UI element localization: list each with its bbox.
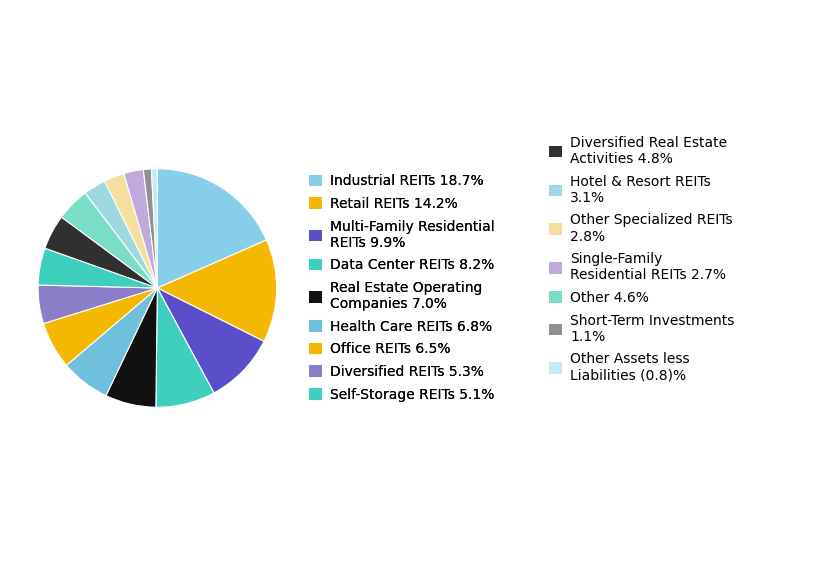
Wedge shape [85, 181, 157, 288]
Wedge shape [155, 288, 213, 407]
Wedge shape [124, 169, 157, 288]
Wedge shape [157, 169, 266, 288]
Wedge shape [61, 193, 157, 288]
Wedge shape [38, 285, 157, 324]
Wedge shape [151, 169, 157, 288]
Wedge shape [45, 217, 157, 288]
Wedge shape [143, 169, 157, 288]
Legend: Industrial REITs 18.7%, Retail REITs 14.2%, Multi-Family Residential
REITs 9.9%,: Industrial REITs 18.7%, Retail REITs 14.… [308, 175, 494, 401]
Legend: Diversified Real Estate
Activities 4.8%, Hotel & Resort REITs
3.1%, Other Specia: Diversified Real Estate Activities 4.8%,… [548, 136, 734, 382]
Wedge shape [38, 248, 157, 288]
Wedge shape [44, 288, 157, 365]
Wedge shape [104, 173, 157, 288]
Wedge shape [157, 288, 264, 393]
Wedge shape [66, 288, 157, 396]
Wedge shape [157, 240, 276, 342]
Wedge shape [106, 288, 157, 407]
